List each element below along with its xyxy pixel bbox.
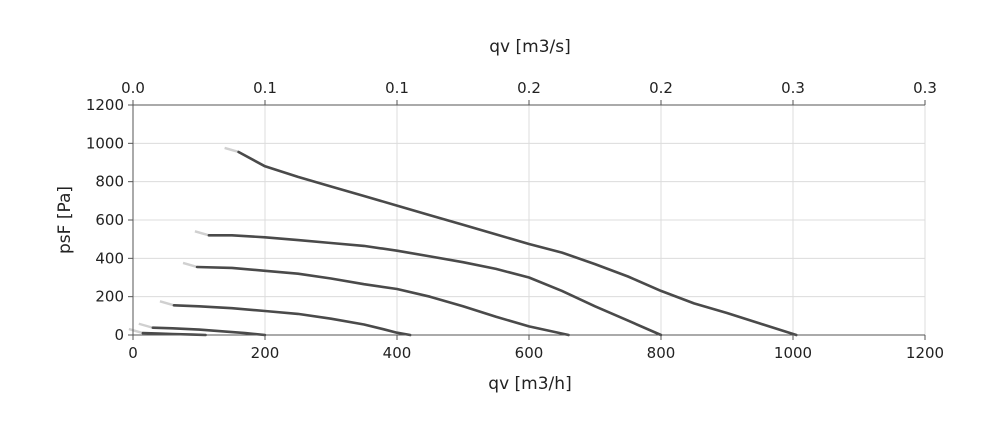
tick-labels: 0 0.0 200 0.1 400 0.1 600 0.2 800 0.2 1000 0.3 1200 0… bbox=[86, 79, 944, 362]
y-tick-label: 0 bbox=[114, 326, 124, 344]
grid bbox=[133, 104, 926, 335]
y-tick-label: 400 bbox=[95, 249, 124, 267]
x-tick-label: 1000 bbox=[774, 344, 812, 362]
fan-curve-3 bbox=[195, 265, 570, 337]
x-axis-label: qv [m3/h] bbox=[488, 374, 571, 394]
y-tick-label: 200 bbox=[95, 288, 124, 306]
top-x-tick-label: 0.1 bbox=[253, 79, 277, 97]
y-tick-label: 600 bbox=[95, 211, 124, 229]
x-tick-label: 800 bbox=[647, 344, 676, 362]
curve-lead-in bbox=[159, 300, 175, 307]
curve-lead-in bbox=[128, 327, 144, 335]
top-x-tick-label: 0.1 bbox=[385, 79, 409, 97]
y-tick-label: 1000 bbox=[86, 134, 124, 152]
top-x-tick-label: 0.2 bbox=[649, 79, 673, 97]
curves bbox=[128, 146, 798, 337]
y-axis-label: psF [Pa] bbox=[55, 186, 75, 254]
fan-curve-4 bbox=[172, 304, 412, 337]
fan-curve-2 bbox=[207, 234, 663, 337]
curve-lead-in bbox=[194, 230, 210, 237]
top-x-tick-label: 0.2 bbox=[517, 79, 541, 97]
x-tick-label: 200 bbox=[251, 344, 280, 362]
axes bbox=[128, 100, 926, 340]
fan-curve-1 bbox=[237, 150, 798, 337]
x-tick-label: 0 bbox=[128, 344, 138, 362]
curve-lead-in bbox=[224, 146, 239, 154]
y-tick-label: 800 bbox=[95, 173, 124, 191]
top-x-tick-label: 0.3 bbox=[913, 79, 937, 97]
x-tick-label: 600 bbox=[515, 344, 544, 362]
y-tick-label: 1200 bbox=[86, 96, 124, 114]
curve-lead-in bbox=[138, 322, 154, 329]
curve-lead-in bbox=[182, 261, 198, 269]
x-tick-label: 400 bbox=[383, 344, 412, 362]
top-x-tick-label: 0.0 bbox=[121, 79, 145, 97]
top-x-tick-label: 0.3 bbox=[781, 79, 805, 97]
x-tick-label: 1200 bbox=[906, 344, 944, 362]
top-x-axis-label: qv [m3/s] bbox=[489, 37, 570, 57]
fan-curve-5 bbox=[151, 326, 267, 337]
